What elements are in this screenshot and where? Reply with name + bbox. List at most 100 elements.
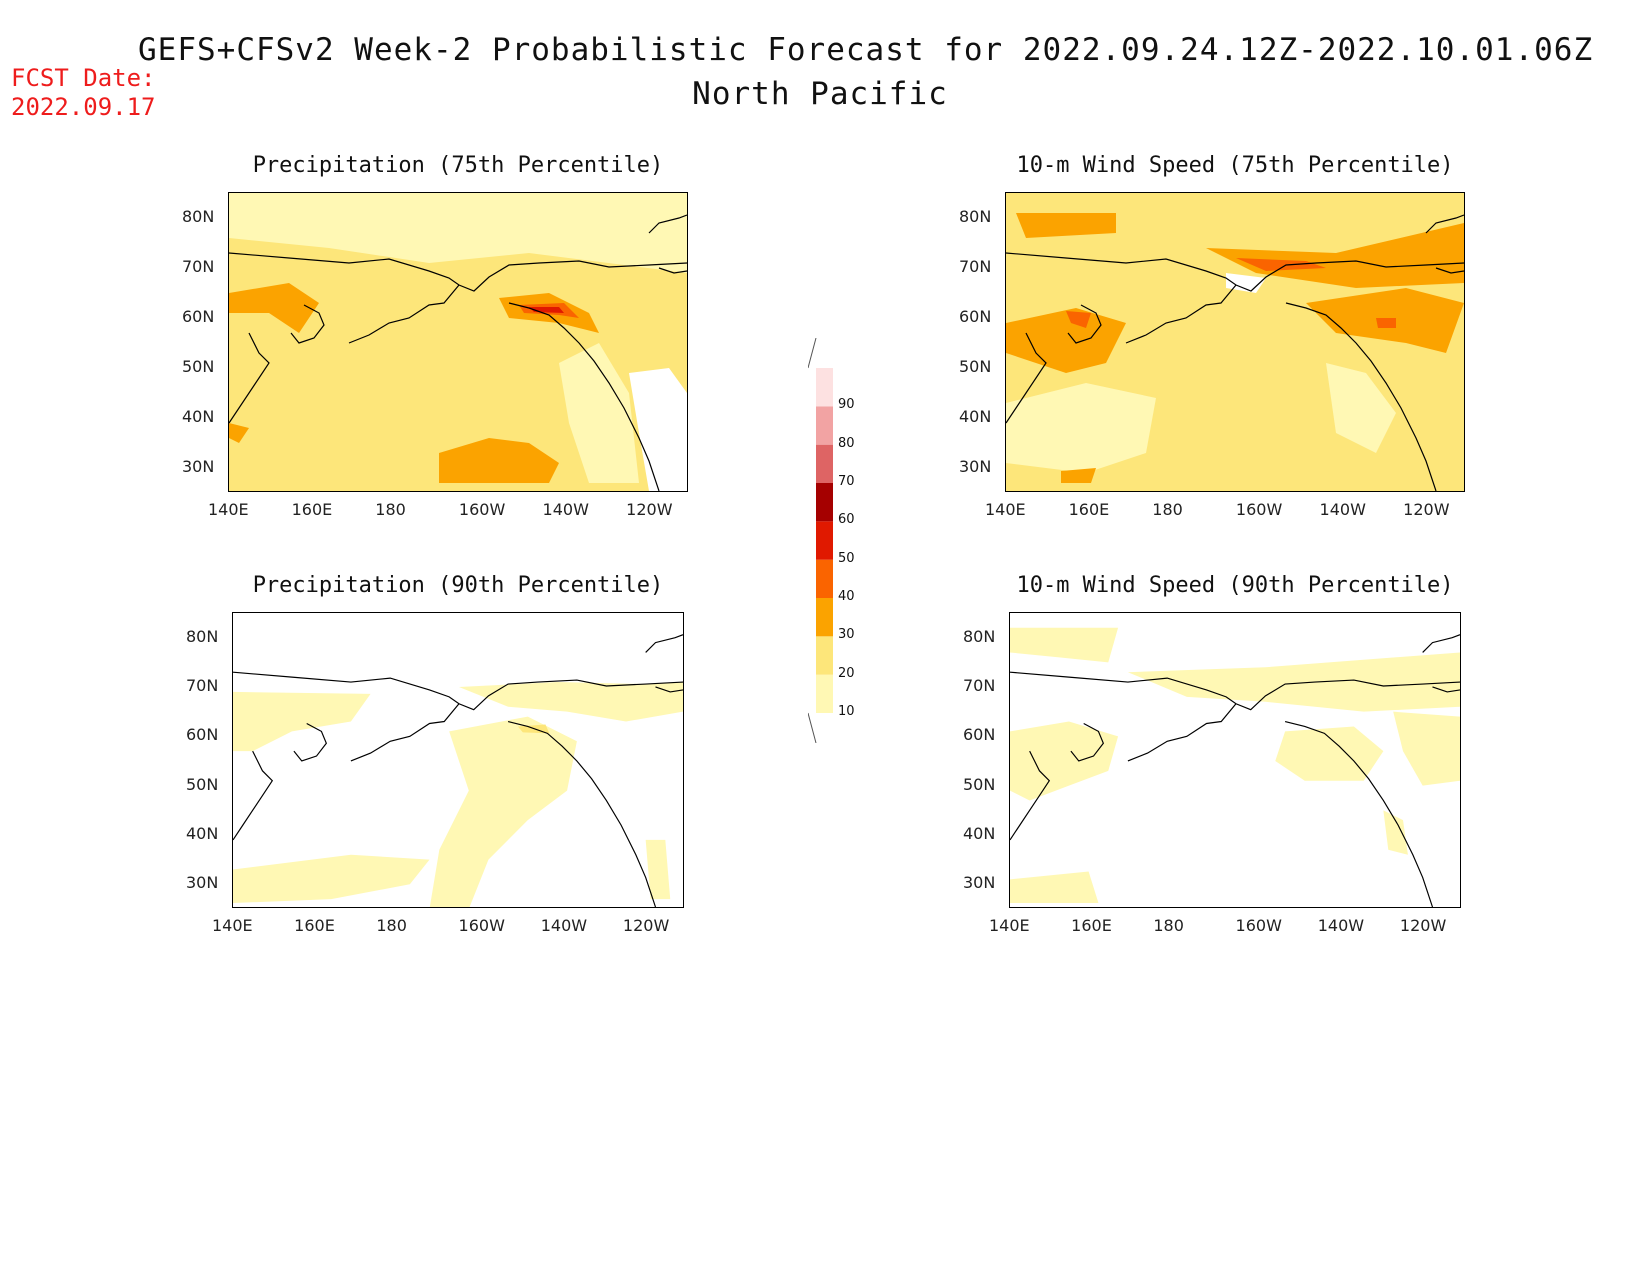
colorbar-swatch	[816, 674, 833, 713]
contour-region	[429, 716, 577, 907]
lon-tick-label: 180	[375, 500, 406, 519]
map-subtitle: North Pacific	[692, 76, 948, 112]
lon-tick-label: 140W	[540, 916, 588, 935]
map-precip-90	[232, 612, 684, 908]
colorbar-swatch	[816, 483, 833, 522]
contour-region	[1393, 711, 1460, 786]
lon-tick-label: 120W	[626, 500, 673, 519]
contour-region	[233, 854, 430, 904]
contour-region	[1326, 363, 1396, 453]
contour-region	[1006, 308, 1126, 373]
lon-tick-label: 120W	[1399, 916, 1447, 935]
map-title: GEFS+CFSv2 Week-2 Probabilistic Forecast…	[138, 32, 1594, 68]
contour-region	[1383, 810, 1408, 855]
lat-tick-label: 60N	[182, 307, 215, 326]
contour-region	[629, 368, 687, 491]
colorbar-swatch	[816, 636, 833, 675]
lon-tick-label: 160W	[1235, 500, 1283, 519]
panel-title-wind-75: 10-m Wind Speed (75th Percentile)	[1016, 153, 1454, 178]
contour-region	[1226, 273, 1266, 293]
colorbar-label: 80	[838, 435, 855, 451]
contour-region	[1006, 383, 1156, 473]
lat-tick-label: 30N	[182, 457, 215, 476]
coastline	[1010, 634, 1460, 907]
lon-tick-label: 160E	[1068, 500, 1110, 519]
map-fill-layer	[1010, 613, 1460, 907]
map-fill-layer	[233, 613, 683, 907]
lat-tick-label: 30N	[963, 873, 996, 893]
lon-tick-label: 160W	[458, 916, 505, 935]
colorbar-label: 60	[838, 512, 855, 528]
panel-title-precip-90: Precipitation (90th Percentile)	[252, 573, 664, 598]
lon-tick-label: 160E	[291, 500, 333, 519]
colorbar-label: 40	[838, 589, 855, 604]
contour-region	[1127, 652, 1460, 712]
lon-tick-label: 180	[1152, 500, 1183, 519]
map-fill-layer	[1006, 193, 1464, 491]
colorbar-label: 90	[838, 397, 855, 413]
contour-region	[1061, 468, 1096, 483]
lat-tick-label: 40N	[186, 824, 219, 843]
colorbar-label: 30	[838, 627, 855, 643]
lat-tick-label: 80N	[182, 207, 215, 226]
lat-tick-label: 40N	[182, 407, 215, 426]
panel-title-precip-75: Precipitation (75th Percentile)	[252, 153, 664, 178]
contour-region	[1275, 726, 1384, 781]
map-fill-layer	[229, 193, 687, 491]
colorbar-label: 10	[838, 704, 855, 719]
contour-region	[458, 682, 683, 722]
lon-tick-label: 140W	[542, 500, 589, 519]
colorbar-label: 50	[838, 550, 855, 566]
coastline	[229, 214, 687, 491]
lat-tick-label: 50N	[182, 357, 215, 376]
lat-tick-label: 30N	[186, 873, 219, 893]
lat-tick-label: 50N	[963, 774, 996, 794]
lat-tick-label: 60N	[963, 725, 996, 745]
map-precip-75	[228, 192, 688, 492]
lon-tick-label: 140E	[208, 500, 249, 519]
contour-region	[1376, 318, 1396, 328]
lat-tick-label: 80N	[963, 626, 996, 646]
contour-region	[559, 343, 639, 483]
lon-tick-label: 160W	[458, 500, 506, 519]
lon-tick-label: 140W	[1319, 500, 1366, 519]
lat-tick-label: 60N	[959, 307, 992, 326]
lon-tick-label: 140E	[989, 916, 1030, 935]
colorbar-label: 20	[838, 665, 855, 681]
lat-tick-label: 70N	[963, 676, 996, 695]
lon-tick-label: 160E	[1071, 916, 1112, 935]
lat-tick-label: 50N	[959, 357, 992, 376]
contour-region	[1206, 223, 1464, 288]
contour-region	[1016, 213, 1116, 238]
lon-tick-label: 120W	[1403, 500, 1450, 519]
contour-region	[229, 423, 249, 443]
panel-title-wind-90: 10-m Wind Speed (90th Percentile)	[1016, 573, 1454, 598]
colorbar-swatch	[816, 444, 833, 483]
lon-tick-label: 140E	[985, 500, 1026, 519]
lon-tick-label: 120W	[622, 916, 670, 935]
lat-tick-label: 50N	[186, 774, 219, 794]
map-wind-90	[1009, 612, 1461, 908]
colorbar-swatch	[816, 406, 833, 445]
lat-tick-label: 70N	[959, 257, 992, 276]
lat-tick-label: 40N	[963, 824, 996, 843]
coastline	[1006, 214, 1464, 491]
colorbar-label: 70	[838, 474, 855, 489]
lat-tick-label: 70N	[182, 257, 215, 276]
contour-region	[1010, 627, 1119, 663]
colorbar-swatch	[816, 521, 833, 560]
lon-tick-label: 140E	[212, 916, 253, 935]
lon-tick-label: 180	[376, 916, 407, 935]
lat-tick-label: 80N	[186, 626, 219, 646]
colorbar-swatch	[816, 598, 833, 637]
lon-tick-label: 160E	[294, 916, 335, 935]
contour-region	[1236, 258, 1326, 271]
fcst-date-value: 2022.09.17	[11, 93, 156, 121]
colorbar-swatch	[816, 559, 833, 598]
lon-tick-label: 160W	[1235, 916, 1282, 935]
lat-tick-label: 40N	[959, 407, 992, 426]
contour-region	[645, 839, 671, 900]
colorbar-svg	[807, 337, 833, 744]
colorbar-swatch	[816, 368, 833, 407]
lat-tick-label: 30N	[959, 457, 992, 476]
